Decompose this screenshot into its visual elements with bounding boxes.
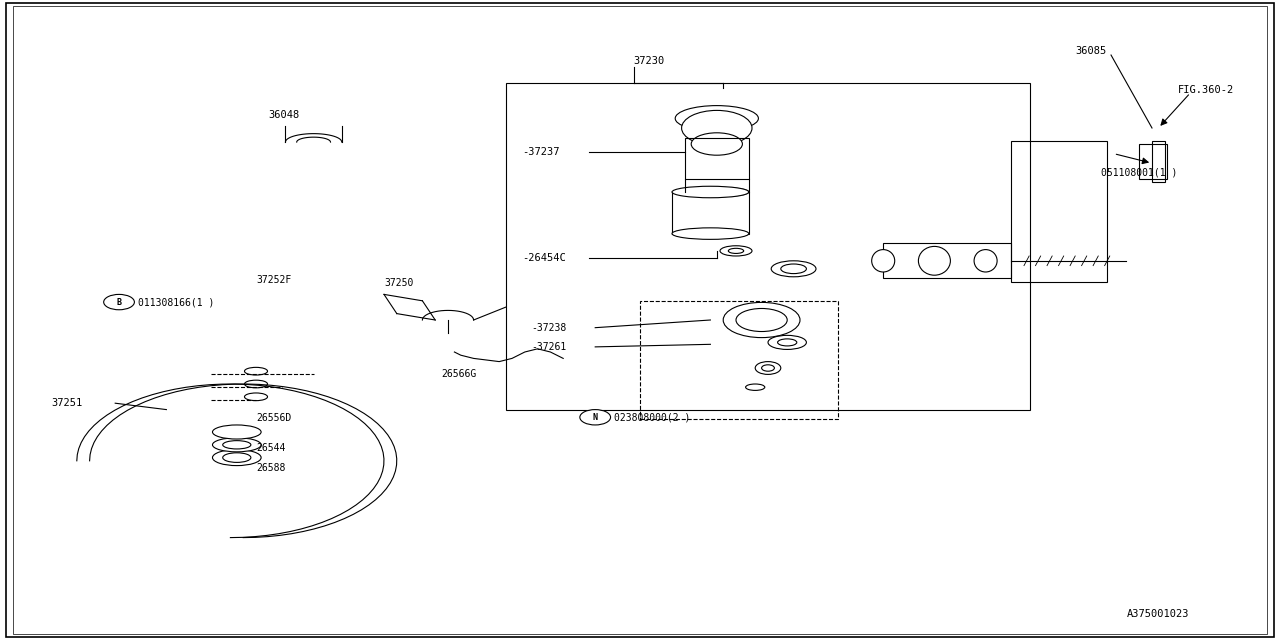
Ellipse shape: [223, 453, 251, 463]
Text: 023808000(2 ): 023808000(2 ): [614, 412, 691, 422]
Bar: [506, 83, 1030, 410]
Text: 26566G: 26566G: [442, 369, 477, 380]
Ellipse shape: [755, 362, 781, 374]
Text: 051108001(1 ): 051108001(1 ): [1101, 168, 1178, 178]
Text: 011308166(1 ): 011308166(1 ): [138, 297, 215, 307]
Text: 37230: 37230: [634, 56, 664, 66]
Text: 26588: 26588: [256, 463, 285, 474]
Text: 26544: 26544: [256, 443, 285, 453]
Bar: [1139, 144, 1167, 179]
Ellipse shape: [762, 365, 774, 371]
Ellipse shape: [781, 264, 806, 274]
Bar: [640, 301, 838, 419]
Text: 36085: 36085: [1075, 46, 1106, 56]
Ellipse shape: [745, 384, 765, 390]
Ellipse shape: [728, 248, 744, 253]
Text: 37251: 37251: [51, 398, 82, 408]
Circle shape: [104, 294, 134, 310]
Bar: [672, 192, 749, 234]
Ellipse shape: [672, 186, 749, 198]
Ellipse shape: [719, 246, 753, 256]
Ellipse shape: [777, 339, 796, 346]
Ellipse shape: [919, 246, 951, 275]
Text: 36048: 36048: [269, 110, 300, 120]
Ellipse shape: [974, 250, 997, 272]
Ellipse shape: [244, 367, 268, 375]
Circle shape: [580, 410, 611, 425]
Ellipse shape: [676, 106, 759, 131]
Ellipse shape: [682, 111, 753, 146]
Bar: [685, 138, 749, 179]
Text: 26556D: 26556D: [256, 413, 292, 423]
Bar: [1011, 141, 1107, 282]
Ellipse shape: [691, 133, 742, 156]
Ellipse shape: [723, 303, 800, 338]
Ellipse shape: [212, 438, 261, 452]
Ellipse shape: [768, 335, 806, 349]
Ellipse shape: [244, 393, 268, 401]
Text: -37261: -37261: [531, 342, 567, 352]
Ellipse shape: [771, 261, 817, 277]
Bar: [883, 243, 1011, 278]
Ellipse shape: [672, 228, 749, 239]
Ellipse shape: [736, 308, 787, 332]
Text: B: B: [116, 298, 122, 307]
Ellipse shape: [212, 425, 261, 439]
Ellipse shape: [212, 450, 261, 466]
Ellipse shape: [223, 441, 251, 449]
Text: -37238: -37238: [531, 323, 567, 333]
Text: FIG.360-2: FIG.360-2: [1178, 84, 1234, 95]
Ellipse shape: [872, 250, 895, 272]
Text: N: N: [593, 413, 598, 422]
Text: A375001023: A375001023: [1126, 609, 1189, 620]
Text: -26454C: -26454C: [522, 253, 566, 263]
Text: 37250: 37250: [384, 278, 413, 288]
Ellipse shape: [685, 188, 749, 197]
Text: 37252F: 37252F: [256, 275, 292, 285]
Ellipse shape: [244, 380, 268, 388]
Text: -37237: -37237: [522, 147, 559, 157]
Bar: [1152, 141, 1165, 182]
